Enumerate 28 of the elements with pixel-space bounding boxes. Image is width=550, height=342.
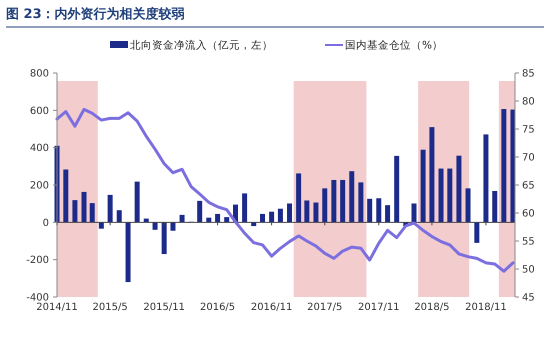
x-tick-label: 2018/5: [414, 302, 450, 313]
y-tick-label: -200: [26, 255, 49, 266]
x-tick-label: 2016/11: [250, 302, 292, 313]
x-tick-label: 2017/11: [358, 302, 400, 313]
x-tick-label: 2017/5: [307, 302, 342, 313]
y2-tick-label: 80: [522, 96, 535, 108]
y-tick-label: 800: [30, 68, 49, 80]
x-tick-label: 2014/11: [36, 302, 78, 313]
y2-tick-label: 70: [522, 152, 535, 164]
legend-label: 北向资金净流入（亿元，左）: [130, 38, 273, 52]
x-tick-label: 2015/5: [92, 302, 128, 313]
y2-tick-label: 60: [522, 208, 535, 220]
x-tick-label: 2018/11: [465, 302, 507, 313]
y-tick-label: -400: [26, 292, 49, 304]
y2-tick-label: 75: [522, 124, 535, 136]
y2-tick-label: 50: [522, 264, 535, 276]
y-tick-label: 200: [30, 180, 49, 192]
x-tick-label: 2016/5: [200, 302, 236, 313]
y-tick-label: 400: [30, 143, 49, 154]
y2-tick-label: 85: [522, 68, 535, 80]
legend-label: 国内基金仓位（%）: [345, 38, 443, 52]
y-tick-label: 600: [30, 106, 49, 117]
y2-tick-label: 65: [522, 180, 535, 192]
y-tick-label: 0: [42, 218, 49, 229]
y2-tick-label: 45: [522, 292, 535, 304]
x-tick-label: 2015/11: [143, 302, 185, 313]
chart-title: 图 23：内外资行为相关度较弱: [6, 6, 185, 22]
y2-tick-label: 55: [522, 236, 535, 248]
